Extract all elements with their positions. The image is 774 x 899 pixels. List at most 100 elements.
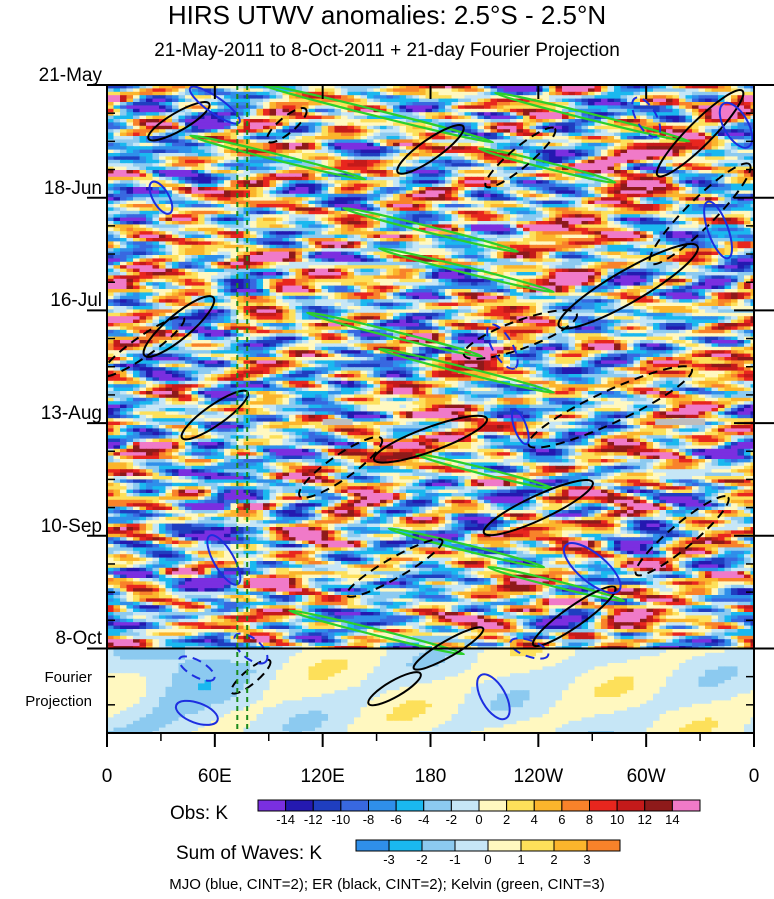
mjo-contour bbox=[233, 632, 269, 665]
kelvin-contour bbox=[487, 565, 626, 603]
er-contour bbox=[527, 365, 694, 449]
mjo-contour bbox=[148, 180, 174, 215]
waves-colorbar-swatch bbox=[355, 839, 390, 852]
obs-colorbar-swatch bbox=[478, 799, 508, 812]
er-contour bbox=[531, 585, 617, 648]
mjo-contour bbox=[509, 637, 550, 660]
waves-colorbar-tick-label: -1 bbox=[449, 852, 461, 867]
obs-colorbar-tick-label: -10 bbox=[331, 812, 351, 827]
obs-colorbar-tick-label: -14 bbox=[276, 812, 296, 827]
obs-colorbar-swatch bbox=[395, 799, 425, 812]
obs-colorbar-swatch bbox=[644, 799, 673, 812]
obs-colorbar-tick-label: -8 bbox=[362, 812, 375, 827]
obs-colorbar-swatch bbox=[368, 799, 397, 812]
waves-colorbar-tick-label: -2 bbox=[416, 852, 428, 867]
er-contour bbox=[345, 538, 444, 598]
obs-colorbar-tick-label: -6 bbox=[390, 812, 402, 827]
kelvin-contour bbox=[342, 206, 519, 253]
heatmap-field bbox=[107, 85, 754, 733]
er-contour bbox=[147, 101, 211, 142]
mjo-contour bbox=[178, 655, 216, 682]
x-tick-label: 180 bbox=[414, 766, 447, 787]
obs-colorbar-tick-label: -12 bbox=[303, 812, 323, 827]
kelvin-contour bbox=[306, 311, 483, 358]
waves-colorbar-tick-label: 3 bbox=[583, 852, 591, 867]
mjo-contour bbox=[476, 673, 511, 721]
waves-colorbar-swatch bbox=[421, 839, 456, 852]
er-contour bbox=[462, 309, 578, 360]
kelvin-contour bbox=[378, 347, 555, 394]
obs-colorbar-swatch bbox=[423, 799, 452, 812]
obs-colorbar-tick-label: -4 bbox=[417, 812, 430, 827]
er-contour bbox=[142, 295, 216, 358]
projection-label: Projection bbox=[25, 693, 92, 710]
obs-colorbar-swatch bbox=[257, 799, 287, 812]
mjo-contour bbox=[188, 85, 241, 125]
obs-colorbar-tick-label: 12 bbox=[637, 812, 652, 827]
waves-colorbar-tick-label: 0 bbox=[484, 852, 492, 867]
waves-colorbar-swatch bbox=[388, 839, 423, 852]
y-tick-label: 8-Oct bbox=[55, 628, 102, 650]
obs-colorbar-tick-label: 4 bbox=[530, 812, 538, 827]
obs-colorbar-swatch bbox=[561, 799, 590, 812]
y-tick-label: 18-Jun bbox=[43, 177, 102, 199]
waves-colorbar-swatch bbox=[454, 839, 489, 852]
obs-colorbar-swatch bbox=[285, 799, 314, 812]
x-tick-label: 60W bbox=[626, 766, 666, 787]
mjo-contour bbox=[562, 542, 622, 594]
obs-colorbar-tick-label: 14 bbox=[665, 812, 680, 827]
chart-title: HIRS UTWV anomalies: 2.5°S - 2.5°N bbox=[167, 0, 607, 30]
waves-colorbar-tick-label: 1 bbox=[517, 852, 525, 867]
er-contour bbox=[298, 436, 384, 499]
waves-colorbar-swatch bbox=[487, 839, 522, 852]
er-contour bbox=[367, 671, 422, 707]
obs-colorbar-swatch bbox=[340, 799, 369, 812]
kelvin-contour bbox=[259, 85, 495, 144]
obs-colorbar-tick-label: 8 bbox=[585, 812, 594, 827]
waves-colorbar-tick-label: 2 bbox=[550, 852, 558, 867]
er-contour bbox=[396, 124, 465, 175]
chart-subtitle: 21-May-2011 to 8-Oct-2011 + 21-day Fouri… bbox=[154, 40, 620, 61]
wave-contours bbox=[107, 85, 754, 726]
mjo-contour bbox=[718, 101, 754, 149]
x-tick-label: 0 bbox=[748, 766, 760, 787]
er-contour bbox=[412, 626, 485, 671]
mjo-contour bbox=[703, 200, 733, 260]
obs-colorbar-swatch bbox=[450, 799, 480, 812]
x-tick-label: 120E bbox=[300, 766, 345, 787]
kelvin-contour bbox=[378, 247, 555, 294]
y-tick-label: 21-May bbox=[38, 65, 102, 86]
kelvin-contour bbox=[189, 134, 367, 181]
y-tick-label: 13-Aug bbox=[40, 403, 102, 425]
waves-colorbar-swatch bbox=[586, 839, 621, 852]
er-contour bbox=[557, 242, 699, 330]
waves-colorbar-tick-label: -3 bbox=[383, 852, 395, 867]
obs-colorbar-label: Obs: K bbox=[170, 803, 229, 824]
obs-colorbar-swatch bbox=[506, 799, 535, 812]
mjo-contour bbox=[174, 699, 219, 726]
mjo-contour bbox=[631, 96, 662, 138]
kelvin-contour bbox=[387, 527, 546, 569]
x-tick-label: 0 bbox=[101, 766, 113, 787]
waves-colorbar-label: Sum of Waves: K bbox=[176, 843, 323, 864]
x-tick-label: 120W bbox=[513, 766, 564, 787]
mjo-contour bbox=[511, 409, 530, 446]
er-contour bbox=[634, 495, 730, 577]
obs-colorbar-swatch bbox=[616, 799, 646, 812]
x-tick-label: 60E bbox=[197, 766, 232, 787]
waves-colorbar-swatch bbox=[520, 839, 555, 852]
kelvin-contour bbox=[494, 91, 691, 143]
projection-label: Fourier bbox=[44, 669, 92, 686]
waves-colorbar-swatch bbox=[553, 839, 588, 852]
obs-colorbar-swatch bbox=[589, 799, 618, 812]
obs-colorbar-swatch bbox=[533, 799, 563, 812]
kelvin-contour bbox=[288, 609, 466, 656]
obs-colorbar-swatch bbox=[671, 799, 701, 812]
kelvin-contour bbox=[478, 147, 617, 184]
er-contour bbox=[372, 414, 489, 464]
obs-colorbar-tick-label: 2 bbox=[503, 812, 511, 827]
er-contour bbox=[107, 315, 186, 378]
obs-colorbar-tick-label: -2 bbox=[445, 812, 458, 827]
obs-colorbar-tick-label: 0 bbox=[475, 812, 483, 827]
